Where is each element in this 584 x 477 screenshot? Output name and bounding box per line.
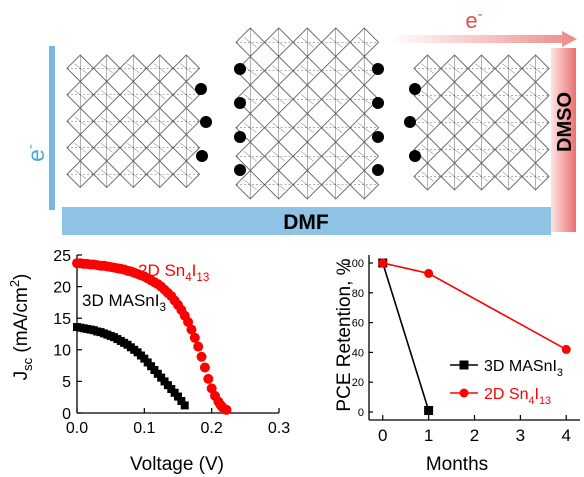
svg-text:Jsc (mA/cm2): Jsc (mA/cm2)	[7, 274, 35, 381]
retention-series-0	[378, 259, 433, 416]
data-point	[460, 361, 469, 370]
data-point	[460, 389, 469, 398]
electron-dot	[409, 150, 421, 162]
series-label: 3D MASnI3	[82, 291, 166, 314]
data-point	[181, 401, 189, 409]
electron-dot	[234, 63, 246, 75]
retention-y-tick-label: 60	[352, 318, 364, 330]
jv-y-tick-label: 10	[53, 343, 71, 360]
top-electron-label: e-	[465, 6, 482, 33]
electron-dot	[234, 97, 246, 109]
electron-dot	[196, 150, 208, 162]
data-point	[193, 342, 203, 352]
left-electron-label: e-	[22, 144, 49, 162]
retention-y-tick-label: 20	[352, 377, 364, 389]
lattice-right	[414, 55, 549, 190]
left-electron-bar	[49, 46, 55, 210]
jv-x-tick-label: 0.2	[201, 420, 223, 437]
jv-ylabel: Jsc (mA/cm2)	[7, 274, 35, 381]
retention-xlabel: Months	[426, 454, 488, 475]
dmf-label: DMF	[283, 211, 329, 234]
data-point	[562, 345, 571, 354]
jv-y-tick-label: 5	[62, 374, 71, 391]
lattice-middle	[236, 28, 379, 199]
electron-dot	[372, 131, 384, 143]
electron-dot	[372, 164, 384, 176]
data-point	[424, 406, 433, 415]
jv-x-tick-label: 0.1	[133, 420, 155, 437]
data-point	[378, 259, 387, 268]
electron-dot	[372, 97, 384, 109]
retention-x-tick-label: 2	[470, 426, 479, 445]
legend-entry: 2D Sn4I13	[450, 386, 551, 407]
retention-y-tick-label: 0	[358, 407, 364, 419]
data-point	[221, 405, 231, 415]
lattice-left	[67, 55, 200, 188]
jv-y-tick-label: 15	[53, 311, 71, 328]
jv-series-1	[73, 323, 189, 409]
schematic: e- e- DMSO DMF	[22, 6, 577, 235]
electron-dot	[200, 116, 212, 128]
electron-dot	[234, 131, 246, 143]
top-electron-arrow	[390, 31, 577, 47]
retention-x-tick-label: 0	[378, 426, 387, 445]
electron-dot	[195, 83, 207, 95]
jv-x-tick-label: 0.3	[268, 420, 290, 437]
electron-dot	[404, 116, 416, 128]
jv-annotation-3d: 3D MASnI3	[82, 291, 166, 314]
series-label: 3D MASnI3	[484, 358, 563, 379]
jv-y-tick-label: 0	[62, 406, 71, 423]
retention-x-tick-label: 4	[562, 426, 571, 445]
retention-x-tick-label: 3	[516, 426, 525, 445]
jv-y-tick-label: 25	[53, 248, 71, 265]
retention-y-tick-label: 40	[352, 347, 364, 359]
data-point	[197, 352, 207, 362]
retention-y-tick-label: 80	[352, 288, 364, 300]
electron-dot	[372, 63, 384, 75]
legend-entry: 3D MASnI3	[450, 358, 563, 379]
data-point	[200, 362, 210, 372]
jv-xlabel: Voltage (V)	[130, 454, 224, 475]
data-point	[203, 374, 213, 384]
dmso-label: DMSO	[554, 92, 576, 152]
retention-chart: PCE Retention, % Months 0 1 2 3 402040608010…	[334, 255, 580, 475]
electron-dot	[234, 164, 246, 176]
electron-dots	[195, 63, 421, 176]
retention-x-tick-label: 1	[424, 426, 433, 445]
data-point	[424, 269, 433, 278]
series-label: 2D Sn4I13	[484, 386, 551, 407]
jv-y-tick-label: 20	[53, 279, 71, 296]
series-line	[383, 263, 566, 349]
series-line	[383, 263, 429, 411]
jv-chart: Jsc (mA/cm2) Voltage (V) 0.0 0.1 0.2 0.3051…	[7, 248, 290, 475]
retention-y-tick-label: 100	[346, 258, 364, 270]
retention-legend: 3D MASnI3 2D Sn4I13	[450, 358, 563, 407]
electron-dot	[409, 83, 421, 95]
data-point	[190, 333, 200, 343]
